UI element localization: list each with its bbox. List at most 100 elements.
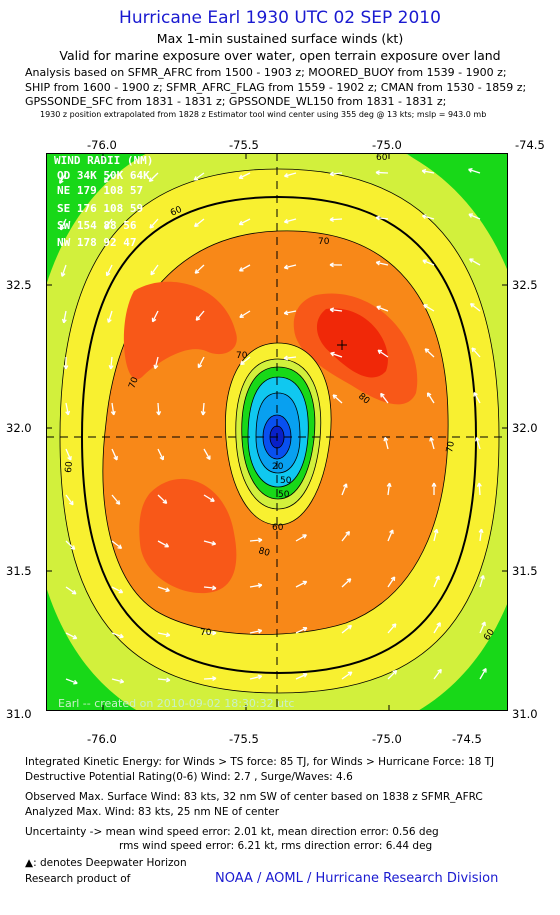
wind-vector xyxy=(148,172,159,182)
axis-ticks xyxy=(46,153,533,711)
lon-label-top: -75.5 xyxy=(229,138,259,152)
wind-vector xyxy=(479,575,485,588)
research-label: Research product of xyxy=(25,873,131,885)
analysis-line-3: GPSSONDE_SFC from 1831 - 1831 z; GPSSOND… xyxy=(25,95,447,108)
wind-vector xyxy=(377,349,389,358)
wind-vector xyxy=(203,448,211,460)
wind-vector-head xyxy=(69,502,74,506)
wind-vector xyxy=(157,632,170,636)
wind-vector xyxy=(157,678,171,681)
lon-label-bottom: -75.5 xyxy=(229,732,259,746)
wind-vector-head xyxy=(258,584,263,588)
wind-vector-head xyxy=(473,392,478,396)
wind-vector-head xyxy=(329,307,335,311)
wind-vector-head xyxy=(108,364,112,370)
contour-label: 80 xyxy=(257,546,271,559)
wind-vector xyxy=(152,310,159,323)
wind-vector-head xyxy=(433,482,437,487)
wind-vector xyxy=(433,529,438,542)
wind-vector xyxy=(65,586,77,595)
wind-vector xyxy=(470,303,481,312)
wind-vector xyxy=(106,264,113,277)
lon-label-bottom: -74.5 xyxy=(452,732,482,746)
wind-vector xyxy=(341,531,350,542)
wind-vector xyxy=(479,529,483,542)
wind-vector xyxy=(157,540,169,548)
wind-vector xyxy=(150,264,159,276)
lat-label-right: 31.5 xyxy=(512,564,538,578)
wind-vector xyxy=(330,308,343,312)
wind-vector-head xyxy=(394,623,397,628)
wind-vector xyxy=(387,529,394,542)
lon-label-top: -76.0 xyxy=(87,138,117,152)
wind-vector-head xyxy=(165,679,171,683)
wind-vector xyxy=(239,218,251,226)
wind-vector-head xyxy=(349,625,353,630)
wind-vector-head xyxy=(348,578,352,583)
wind-vector xyxy=(284,218,297,223)
wind-vector xyxy=(104,172,113,183)
wind-vector-head xyxy=(283,310,288,314)
creation-credit: Earl -- created on 2010-09-02 18:30:32 u… xyxy=(58,697,295,710)
page-title: Hurricane Earl 1930 UTC 02 SEP 2010 xyxy=(119,8,441,28)
wind-vector-head xyxy=(384,436,389,441)
contour-label: 70 xyxy=(445,440,457,453)
wind-vector xyxy=(111,402,115,415)
red-orange-lobe-sw xyxy=(139,478,237,594)
wind-vector xyxy=(376,306,389,312)
wind-vector-head xyxy=(193,176,197,181)
wind-vector xyxy=(249,629,262,634)
wind-vector-head xyxy=(476,437,480,441)
wind-vector xyxy=(249,584,262,588)
wind-vector xyxy=(194,218,205,227)
wind-vector xyxy=(387,623,397,634)
wind-vector-head xyxy=(258,539,263,543)
wind-vector xyxy=(239,310,251,318)
wind-vector xyxy=(473,392,481,404)
uncertainty-line-1: Uncertainty -> mean wind speed error: 2.… xyxy=(25,826,439,838)
wind-vector-head xyxy=(206,456,211,461)
wind-vector-head xyxy=(162,501,167,504)
wind-vector-head xyxy=(470,302,475,305)
wind-vector-head xyxy=(119,636,124,639)
wind-vector xyxy=(479,668,487,680)
wind-radii-row: SE 176 108 59 xyxy=(57,202,144,215)
wind-vector-head xyxy=(60,272,63,277)
wind-vector-head xyxy=(238,220,243,225)
wind-vector xyxy=(157,448,164,461)
wind-vector-head xyxy=(478,482,482,487)
wind-vector xyxy=(195,310,205,321)
wind-vector-head xyxy=(117,547,122,549)
subtitle: Max 1-min sustained surface winds (kt) xyxy=(156,31,404,46)
noaa-link[interactable]: NOAA / AOML / Hurricane Research Divisio… xyxy=(215,871,499,886)
wind-vector xyxy=(341,483,348,496)
position-note: 1930 z position extrapolated from 1828 z… xyxy=(40,110,487,119)
wind-vector xyxy=(295,580,307,588)
wind-vector xyxy=(154,356,159,369)
wind-vector-head xyxy=(330,351,335,354)
wind-vector-head xyxy=(482,575,485,580)
red-core-ne xyxy=(316,308,388,378)
wind-vector xyxy=(61,264,67,277)
wind-vector xyxy=(193,172,205,181)
lat-label-left: 32.5 xyxy=(6,278,32,292)
wind-vector-head xyxy=(107,318,110,323)
wind-vector xyxy=(240,356,251,366)
lat-label-left: 31.0 xyxy=(6,707,32,721)
wind-vector-head xyxy=(422,214,427,217)
wind-vector-head xyxy=(70,547,75,550)
wind-vector xyxy=(284,310,297,315)
wind-vector xyxy=(63,310,67,323)
lat-label-right: 32.0 xyxy=(512,421,538,435)
wind-vector-head xyxy=(194,222,197,227)
uncertainty-line-2: rms wind speed error: 6.21 kt, rms direc… xyxy=(119,840,433,852)
wind-vector-head xyxy=(238,174,243,179)
contour-label: 70 xyxy=(236,351,248,361)
wind-vector xyxy=(422,259,435,266)
wind-vector xyxy=(424,348,435,358)
wind-vector-head xyxy=(65,411,69,416)
contour-label: 50 xyxy=(278,490,290,500)
wind-vector xyxy=(341,625,352,634)
wind-vector xyxy=(157,494,168,504)
wind-vector-head xyxy=(348,531,351,536)
